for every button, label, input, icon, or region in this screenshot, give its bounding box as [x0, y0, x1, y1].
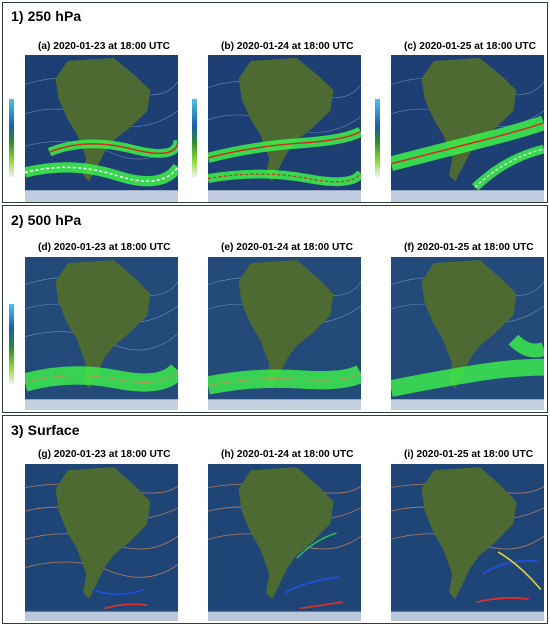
colorbar-legend: [9, 99, 14, 177]
map-panel-g: [25, 464, 178, 621]
section-title: 1) 250 hPa: [11, 8, 82, 24]
panel-caption-f: (f) 2020-01-25 at 18:00 UTC: [404, 242, 534, 253]
colorbar-legend: [9, 304, 14, 384]
panel-caption-g: (g) 2020-01-23 at 18:00 UTC: [38, 449, 171, 460]
map-panel-e: [208, 257, 361, 410]
section-surface: 3) Surface (g) 2020-01-23 at 18:00 UTC (…: [2, 415, 548, 624]
map-panel-h: [208, 464, 361, 621]
map-panel-b: [208, 55, 361, 202]
panel-caption-i: (i) 2020-01-25 at 18:00 UTC: [404, 449, 534, 460]
colorbar-legend: [375, 99, 380, 177]
panel-caption-a: (a) 2020-01-23 at 18:00 UTC: [38, 41, 170, 52]
map-panel-c: [391, 55, 544, 202]
section-title: 3) Surface: [11, 422, 80, 438]
map-panel-d: [25, 257, 178, 410]
panel-caption-e: (e) 2020-01-24 at 18:00 UTC: [221, 242, 353, 253]
section-title: 2) 500 hPa: [11, 212, 82, 228]
panel-caption-h: (h) 2020-01-24 at 18:00 UTC: [221, 449, 354, 460]
panel-caption-c: (c) 2020-01-25 at 18:00 UTC: [404, 41, 536, 52]
section-250hpa: 1) 250 hPa (a) 2020-01-23 at 18:00 UTC (…: [2, 2, 548, 203]
map-panel-i: [391, 464, 544, 621]
map-panel-f: [391, 257, 544, 410]
section-500hpa: 2) 500 hPa (d) 2020-01-23 at 18:00 UTC (…: [2, 205, 548, 413]
map-panel-a: [25, 55, 178, 202]
colorbar-legend: [192, 99, 197, 177]
panel-caption-d: (d) 2020-01-23 at 18:00 UTC: [38, 242, 171, 253]
panel-caption-b: (b) 2020-01-24 at 18:00 UTC: [221, 41, 354, 52]
